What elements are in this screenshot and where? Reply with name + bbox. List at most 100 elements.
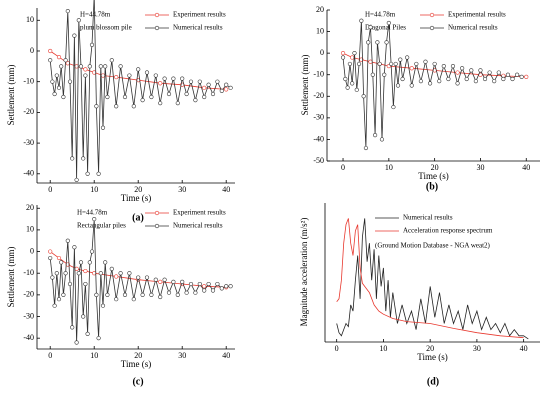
marker — [372, 133, 378, 138]
marker — [65, 8, 70, 14]
x-axis-label: Time (s) — [418, 171, 448, 181]
marker — [193, 290, 198, 295]
x-tick-label: 10 — [90, 351, 98, 360]
panel-caption: (a) — [132, 212, 144, 223]
marker — [48, 48, 53, 54]
panel-caption: (c) — [132, 376, 143, 387]
marker — [228, 85, 233, 90]
marker — [432, 61, 437, 67]
marker — [83, 281, 88, 287]
x-tick-label: 0 — [48, 351, 52, 360]
y-tick-label: -10 — [23, 268, 34, 277]
marker — [184, 290, 189, 295]
marker — [122, 94, 128, 100]
marker — [52, 303, 57, 308]
marker — [114, 104, 119, 109]
marker — [96, 336, 101, 341]
x-tick-label: 0 — [48, 185, 52, 194]
marker — [228, 284, 233, 289]
x-tick-label: 10 — [385, 163, 393, 172]
marker — [89, 42, 95, 47]
marker — [109, 266, 114, 271]
marker — [149, 94, 154, 100]
marker — [202, 94, 207, 100]
y-tick-label: -30 — [23, 138, 34, 147]
marker — [162, 76, 167, 81]
marker — [70, 325, 75, 330]
annotation: H=44.78m — [80, 11, 111, 19]
annotation: H=44.78m — [77, 209, 108, 217]
marker — [359, 18, 364, 23]
marker — [96, 171, 101, 176]
marker — [368, 25, 373, 30]
marker — [197, 79, 202, 84]
marker — [210, 91, 216, 97]
marker — [202, 85, 207, 90]
marker — [418, 79, 424, 84]
marker — [83, 268, 88, 274]
marker — [405, 55, 410, 60]
marker — [215, 79, 220, 84]
y-tick-label: 10 — [26, 225, 34, 234]
marker — [386, 20, 391, 26]
marker — [460, 66, 465, 71]
marker — [379, 137, 385, 142]
marker — [206, 281, 211, 287]
marker — [501, 76, 506, 82]
marker — [105, 292, 110, 297]
marker — [48, 255, 53, 261]
marker — [74, 266, 79, 271]
marker — [382, 72, 387, 77]
x-axis-label: Time (s) — [121, 193, 151, 203]
marker — [74, 340, 79, 345]
marker — [171, 279, 176, 284]
marker — [219, 286, 224, 291]
marker — [370, 72, 375, 77]
marker — [219, 88, 224, 93]
marker — [74, 177, 79, 183]
marker — [384, 40, 389, 45]
marker — [350, 55, 355, 60]
marker — [409, 83, 414, 88]
marker — [52, 91, 57, 97]
marker — [356, 61, 362, 67]
marker — [136, 275, 141, 280]
legend-label: Numerical results — [173, 24, 223, 32]
x-tick-label: 40 — [520, 344, 528, 353]
marker — [114, 74, 119, 80]
y-tick-label: -40 — [23, 169, 34, 178]
marker — [105, 94, 110, 100]
marker — [78, 260, 84, 265]
marker — [354, 87, 359, 92]
annotation: Diagonal Piles — [365, 24, 406, 32]
marker — [63, 58, 68, 63]
y-tick-label: 20 — [26, 203, 34, 212]
marker — [180, 76, 185, 81]
x-tick-label: 40 — [522, 163, 530, 172]
marker — [56, 255, 62, 261]
marker — [505, 72, 511, 77]
marker — [61, 292, 66, 297]
x-tick-label: 40 — [222, 185, 230, 194]
marker — [409, 66, 414, 71]
marker — [340, 51, 346, 56]
marker — [361, 94, 366, 99]
marker — [85, 331, 90, 336]
marker — [144, 275, 150, 280]
marker — [153, 73, 158, 78]
marker — [118, 271, 123, 276]
marker — [158, 81, 163, 86]
marker — [103, 64, 108, 69]
marker — [48, 58, 53, 63]
series-line — [336, 218, 524, 339]
marker — [437, 79, 442, 84]
marker — [206, 82, 211, 87]
series-line — [336, 218, 529, 340]
marker — [158, 294, 163, 300]
marker — [153, 277, 158, 282]
legend-marker — [429, 12, 435, 18]
marker — [450, 63, 456, 69]
marker — [400, 76, 405, 82]
y-tick-label: 10 — [26, 15, 34, 24]
y-tick-label: -30 — [313, 113, 324, 122]
